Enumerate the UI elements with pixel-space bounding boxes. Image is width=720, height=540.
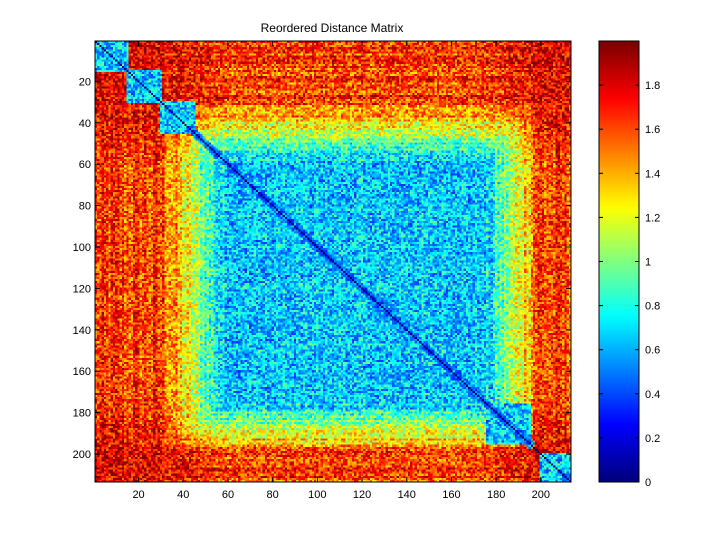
y-tick-label: 60 <box>79 159 91 171</box>
x-axis: 20 40 60 80 100 120 140 160 180 200 <box>132 41 550 501</box>
colorbar-tick-label: 1.8 <box>645 80 660 92</box>
x-tick-label: 120 <box>353 489 371 501</box>
x-tick-label: 180 <box>487 489 505 501</box>
colorbar-tick-label: 1.2 <box>645 212 660 224</box>
chart-title: Reordered Distance Matrix <box>261 21 404 35</box>
y-tick-label: 80 <box>79 201 91 213</box>
colorbar-tick-label: 0.8 <box>645 301 660 313</box>
colorbar-tick-label: 0.6 <box>645 345 660 357</box>
colorbar-tick-label: 1.4 <box>645 168 660 180</box>
colorbar-tick-label: 0 <box>645 477 651 489</box>
colorbar-tick-label: 1.6 <box>645 124 660 136</box>
x-tick-label: 80 <box>267 489 279 501</box>
x-tick-label: 60 <box>222 489 234 501</box>
heatmap-cells <box>95 41 571 482</box>
axes-frame <box>94 40 572 483</box>
colorbar-gradient <box>599 41 639 482</box>
x-tick-label: 40 <box>177 489 189 501</box>
y-tick-label: 140 <box>73 325 91 337</box>
x-tick-label: 100 <box>308 489 326 501</box>
colorbar: 0 0.2 0.4 0.6 0.8 1 1.2 1.4 1.6 1.8 <box>598 40 660 489</box>
y-tick-label: 160 <box>73 366 91 378</box>
x-tick-label: 160 <box>442 489 460 501</box>
x-tick-label: 200 <box>532 489 550 501</box>
y-tick-label: 180 <box>73 408 91 420</box>
heatmap <box>95 41 571 482</box>
y-tick-label: 100 <box>73 242 91 254</box>
colorbar-axis: 0 0.2 0.4 0.6 0.8 1 1.2 1.4 1.6 1.8 <box>599 80 660 489</box>
colorbar-tick-label: 0.4 <box>645 389 660 401</box>
x-tick-label: 140 <box>398 489 416 501</box>
y-tick-label: 200 <box>73 449 91 461</box>
x-tick-label: 20 <box>132 489 144 501</box>
y-tick-label: 120 <box>73 283 91 295</box>
colorbar-tick-label: 1 <box>645 257 651 269</box>
colorbar-tick-label: 0.2 <box>645 433 660 445</box>
y-tick-label: 20 <box>79 76 91 88</box>
y-axis: 20 40 60 80 100 120 140 160 180 200 <box>73 76 571 461</box>
y-tick-label: 40 <box>79 118 91 130</box>
